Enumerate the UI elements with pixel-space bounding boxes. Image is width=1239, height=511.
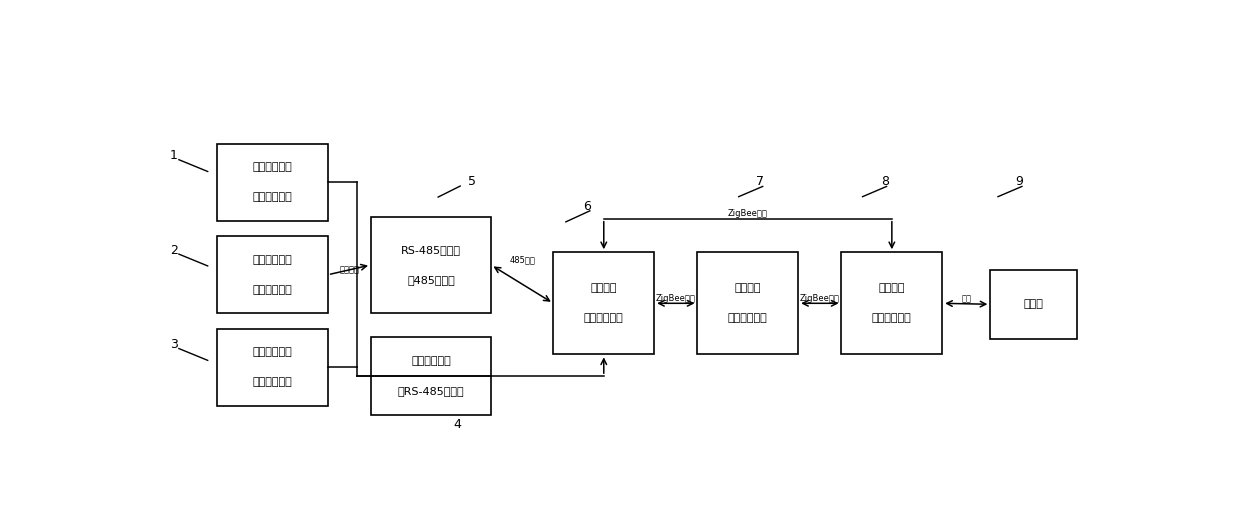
Text: （电流信号）: （电流信号）	[253, 377, 292, 387]
Text: （RS-485信号）: （RS-485信号）	[398, 386, 465, 396]
Text: （网络信号）: （网络信号）	[872, 313, 912, 323]
Bar	[370, 337, 491, 415]
Text: （电压信号）: （电压信号）	[253, 285, 292, 295]
Text: 服务器: 服务器	[1023, 299, 1043, 309]
Text: ZigBee无线: ZigBee无线	[727, 210, 768, 219]
Text: 9: 9	[1015, 175, 1023, 188]
Text: 5: 5	[468, 175, 476, 188]
Bar	[841, 252, 943, 355]
Text: 信号电缆: 信号电缆	[339, 266, 359, 274]
Text: 能耗监测设备: 能耗监测设备	[253, 347, 292, 357]
Text: （频率信号）: （频率信号）	[253, 192, 292, 202]
Text: （无线信号）: （无线信号）	[729, 313, 768, 323]
Text: 无线网关: 无线网关	[878, 284, 906, 293]
Text: （485信号）: （485信号）	[408, 275, 455, 285]
Text: 4: 4	[453, 417, 461, 431]
Text: 1: 1	[170, 149, 178, 162]
Text: （无线信号）: （无线信号）	[584, 313, 623, 323]
Text: 能耗监测设备: 能耗监测设备	[253, 162, 292, 172]
Text: 7: 7	[756, 175, 763, 188]
Bar	[554, 252, 654, 355]
Bar	[217, 237, 327, 313]
Text: 8: 8	[881, 175, 888, 188]
Text: 网络: 网络	[961, 294, 971, 303]
Text: 485总线: 485总线	[509, 256, 535, 265]
Text: 3: 3	[170, 338, 178, 351]
Text: 无线路由: 无线路由	[735, 284, 761, 293]
Text: ZigBee无线: ZigBee无线	[655, 294, 696, 303]
Bar	[217, 144, 327, 221]
Bar	[217, 329, 327, 406]
Text: 能耗监测设备: 能耗监测设备	[411, 356, 451, 366]
Text: RS-485适配器: RS-485适配器	[401, 245, 461, 255]
Text: 2: 2	[170, 244, 178, 257]
Bar	[698, 252, 798, 355]
Bar	[990, 270, 1077, 339]
Bar	[370, 217, 491, 313]
Text: 能耗监测设备: 能耗监测设备	[253, 255, 292, 265]
Text: 6: 6	[584, 200, 591, 214]
Text: 无线终端: 无线终端	[591, 284, 617, 293]
Text: ZigBee无线: ZigBee无线	[800, 294, 840, 303]
